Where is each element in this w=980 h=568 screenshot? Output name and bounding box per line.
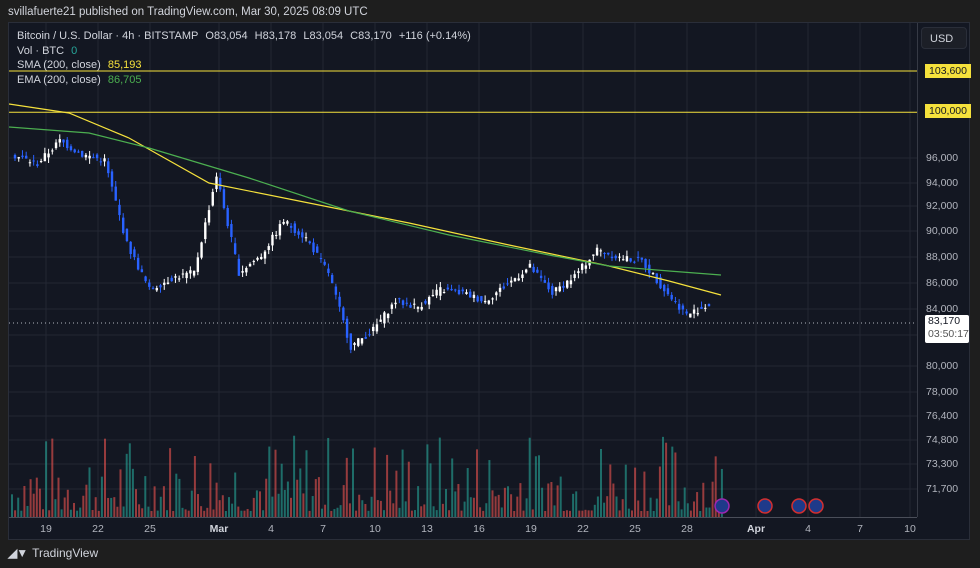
price-tick: 90,000 — [926, 225, 959, 237]
price-tick: 71,700 — [926, 483, 959, 495]
time-tick: 28 — [681, 523, 693, 535]
price-tick: 76,400 — [926, 410, 959, 422]
publisher-line: svillafuerte21 published on TradingView.… — [8, 6, 368, 18]
time-tick: 4 — [805, 523, 811, 535]
time-tick: 25 — [629, 523, 641, 535]
time-tick: 22 — [92, 523, 104, 535]
open-value: O83,054 — [205, 30, 248, 42]
time-tick: 19 — [525, 523, 537, 535]
footer-brand: TradingView — [32, 546, 99, 560]
sma-label: SMA (200, close) — [17, 59, 101, 71]
price-tick: 88,000 — [926, 251, 959, 263]
price-tick: 94,000 — [926, 177, 959, 189]
price-tick: 73,300 — [926, 458, 959, 470]
time-tick: 13 — [421, 523, 433, 535]
volume-row[interactable]: Vol · BTC 0 — [17, 44, 475, 59]
sma-row[interactable]: SMA (200, close) 85,193 — [17, 58, 475, 73]
symbol-ohlc-row: Bitcoin / U.S. Dollar · 4h · BITSTAMP O8… — [17, 29, 475, 44]
price-tick: 84,000 — [926, 303, 959, 315]
price-chart-canvas[interactable] — [9, 23, 917, 517]
volume-label: Vol · BTC — [17, 44, 65, 57]
hline-label-103600: 103,600 — [925, 64, 971, 78]
time-tick: 22 — [577, 523, 589, 535]
time-tick: Apr — [746, 523, 766, 535]
time-tick: 10 — [369, 523, 381, 535]
price-tick: 80,000 — [926, 360, 959, 372]
price-tick: 74,800 — [926, 434, 959, 446]
volume-value: 0 — [71, 44, 78, 57]
time-tick: 16 — [473, 523, 485, 535]
time-tick: 10 — [904, 523, 916, 535]
chart-pane[interactable]: Bitcoin / U.S. Dollar · 4h · BITSTAMP O8… — [8, 22, 972, 542]
time-tick: 25 — [144, 523, 156, 535]
symbol-label[interactable]: Bitcoin / U.S. Dollar · 4h · BITSTAMP — [17, 30, 199, 42]
time-axis[interactable] — [9, 517, 917, 542]
price-tick: 86,000 — [926, 277, 959, 289]
footer: ◢▼ TradingView — [8, 546, 98, 560]
time-tick: 7 — [320, 523, 326, 535]
tradingview-logo-icon: ◢▼ — [8, 546, 28, 560]
bar-countdown: 03:50:17 — [928, 328, 969, 340]
current-price: 83,170 — [928, 315, 961, 327]
price-tick: 78,000 — [926, 386, 959, 398]
time-tick: 7 — [857, 523, 863, 535]
hline-label-100000: 100,000 — [925, 104, 971, 118]
currency-button[interactable]: USD — [921, 27, 967, 49]
time-tick: Mar — [209, 523, 229, 535]
price-tick: 92,000 — [926, 200, 959, 212]
ema-value: 86,705 — [107, 73, 142, 86]
ema-label: EMA (200, close) — [17, 73, 101, 86]
low-value: L83,054 — [303, 30, 344, 42]
time-tick: 4 — [268, 523, 274, 535]
high-value: H83,178 — [254, 30, 297, 42]
time-tick: 19 — [40, 523, 52, 535]
price-tick: 96,000 — [926, 152, 959, 164]
sma-value: 85,193 — [107, 59, 142, 71]
close-value: C83,170 — [350, 30, 392, 42]
chart-legend: Bitcoin / U.S. Dollar · 4h · BITSTAMP O8… — [17, 29, 475, 87]
ema-row[interactable]: EMA (200, close) 86,705 — [17, 73, 475, 88]
change-value: +116 (+0.14%) — [398, 30, 471, 42]
current-price-label: 83,170 03:50:17 — [925, 315, 969, 343]
price-axis[interactable] — [917, 23, 972, 517]
